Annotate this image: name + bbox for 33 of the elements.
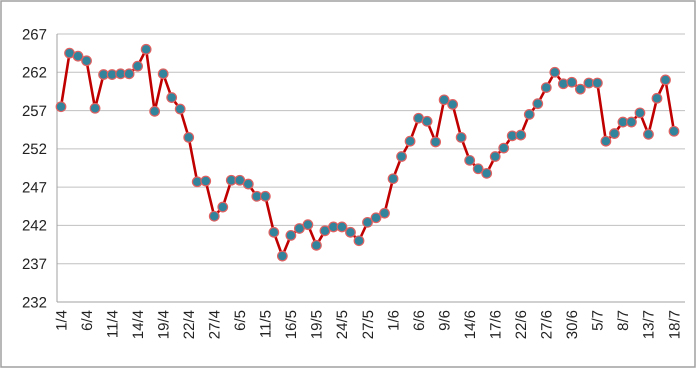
x-tick-label: 6/6	[410, 310, 428, 331]
x-tick-label: 5/7	[590, 310, 607, 331]
x-tick-label: 27/4	[206, 310, 224, 340]
y-tick-label: 247	[22, 179, 47, 196]
x-tick-label: 17/6	[487, 310, 504, 340]
y-tick-label: 242	[22, 218, 47, 235]
y-tick-label: 267	[22, 26, 47, 44]
x-tick-label: 13/7	[640, 310, 658, 340]
x-tick-label: 1/4	[53, 310, 70, 331]
x-tick-label: 16/5	[283, 310, 300, 340]
x-tick-label: 6/4	[78, 310, 96, 331]
y-tick-label: 257	[22, 102, 47, 120]
x-tick-label: 14/6	[462, 310, 479, 340]
y-tick-label: 252	[22, 141, 47, 158]
x-tick-label: 11/4	[104, 310, 122, 338]
x-tick-label: 22/6	[513, 310, 530, 340]
y-tick-label: 232	[22, 294, 47, 312]
x-tick-label: 22/4	[180, 310, 198, 340]
y-tick-label: 237	[22, 256, 47, 273]
x-tick-label: 19/4	[155, 310, 172, 340]
x-tick-label: 11/5	[258, 310, 275, 338]
x-tick-label: 18/7	[666, 310, 684, 340]
x-tick-label: 6/5	[232, 310, 250, 331]
x-tick-label: 27/6	[538, 310, 556, 340]
x-tick-label: 27/5	[360, 310, 377, 340]
x-tick-label: 14/4	[130, 310, 147, 340]
x-tick-label: 9/6	[436, 310, 454, 331]
x-tick-label: 24/5	[334, 310, 352, 340]
x-tick-label: 19/5	[308, 310, 326, 340]
x-tick-label: 30/6	[564, 310, 582, 340]
x-tick-label: 1/6	[385, 310, 402, 331]
x-tick-label: 8/7	[615, 310, 632, 331]
y-tick-label: 262	[22, 64, 47, 82]
